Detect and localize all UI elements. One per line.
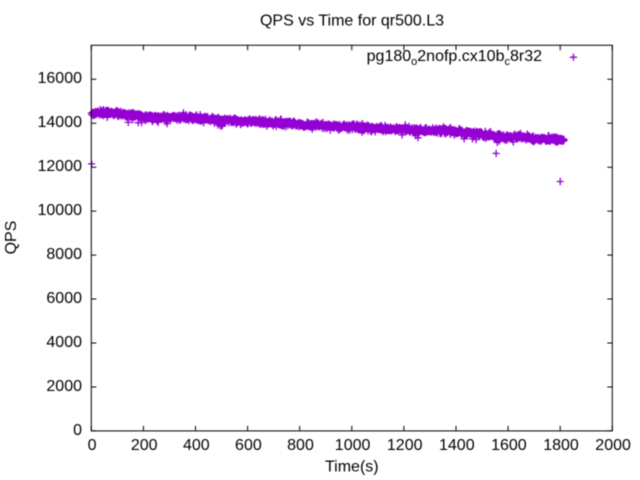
svg-text:QPS: QPS xyxy=(3,221,20,255)
svg-text:6000: 6000 xyxy=(46,290,82,307)
svg-text:0: 0 xyxy=(88,437,97,454)
svg-text:12000: 12000 xyxy=(38,158,83,175)
svg-text:800: 800 xyxy=(287,437,314,454)
svg-text:4000: 4000 xyxy=(46,334,82,351)
svg-text:1200: 1200 xyxy=(387,437,423,454)
svg-text:200: 200 xyxy=(131,437,158,454)
svg-text:pg180o2nofp.cx10bc8r32: pg180o2nofp.cx10bc8r32 xyxy=(367,48,542,68)
svg-text:QPS vs Time for qr500.L3: QPS vs Time for qr500.L3 xyxy=(260,13,444,30)
svg-text:10000: 10000 xyxy=(38,202,83,219)
svg-text:600: 600 xyxy=(235,437,262,454)
svg-text:8000: 8000 xyxy=(46,246,82,263)
svg-text:1000: 1000 xyxy=(335,437,371,454)
svg-text:14000: 14000 xyxy=(38,114,83,131)
svg-text:2000: 2000 xyxy=(595,437,631,454)
svg-text:400: 400 xyxy=(183,437,210,454)
svg-text:2000: 2000 xyxy=(46,378,82,395)
svg-text:1600: 1600 xyxy=(491,437,527,454)
svg-text:1800: 1800 xyxy=(543,437,579,454)
svg-text:1400: 1400 xyxy=(439,437,475,454)
svg-text:0: 0 xyxy=(73,422,82,439)
svg-text:16000: 16000 xyxy=(38,70,83,87)
svg-text:Time(s): Time(s) xyxy=(325,458,379,475)
